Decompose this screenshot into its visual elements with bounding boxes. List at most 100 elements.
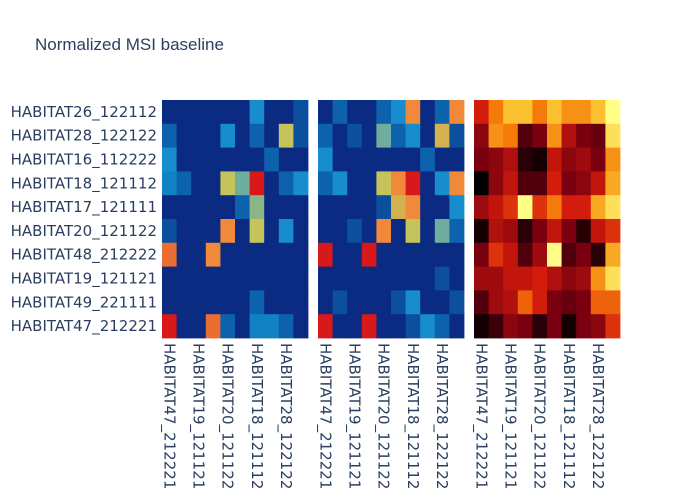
heatmap-cell[interactable] xyxy=(220,266,236,291)
heatmap-cell[interactable] xyxy=(561,242,577,267)
heatmap-cell[interactable] xyxy=(547,242,562,267)
heatmap-cell[interactable] xyxy=(318,219,333,244)
heatmap-cell[interactable] xyxy=(264,219,280,244)
heatmap-cell[interactable] xyxy=(264,147,280,172)
heatmap-cell[interactable] xyxy=(434,171,450,196)
heatmap-cell[interactable] xyxy=(561,290,577,315)
heatmap-cell[interactable] xyxy=(249,123,265,148)
heatmap-cell[interactable] xyxy=(517,290,533,315)
heatmap-cell[interactable] xyxy=(547,219,562,244)
heatmap-cell[interactable] xyxy=(590,100,606,125)
heatmap-cell[interactable] xyxy=(347,266,363,291)
heatmap-cell[interactable] xyxy=(474,147,489,172)
heatmap-cell[interactable] xyxy=(249,100,265,125)
heatmap-cell[interactable] xyxy=(391,266,406,291)
heatmap-cell[interactable] xyxy=(264,123,280,148)
heatmap-cell[interactable] xyxy=(332,123,348,148)
heatmap-cell[interactable] xyxy=(293,314,309,339)
heatmap-cell[interactable] xyxy=(278,195,294,220)
heatmap-cell[interactable] xyxy=(376,171,392,196)
heatmap-cell[interactable] xyxy=(318,290,333,315)
heatmap-cell[interactable] xyxy=(420,219,436,244)
heatmap-cell[interactable] xyxy=(474,314,489,339)
heatmap-cell[interactable] xyxy=(361,266,377,291)
heatmap-cell[interactable] xyxy=(176,314,192,339)
heatmap-cell[interactable] xyxy=(176,147,192,172)
heatmap-cell[interactable] xyxy=(517,123,533,148)
heatmap-cell[interactable] xyxy=(176,123,192,148)
heatmap-cell[interactable] xyxy=(605,147,621,172)
heatmap-cell[interactable] xyxy=(318,100,333,125)
heatmap-cell[interactable] xyxy=(434,123,450,148)
heatmap-cell[interactable] xyxy=(517,266,533,291)
heatmap-cell[interactable] xyxy=(391,290,406,315)
heatmap-cell[interactable] xyxy=(191,195,207,220)
heatmap-cell[interactable] xyxy=(361,290,377,315)
heatmap-cell[interactable] xyxy=(220,242,236,267)
heatmap-cell[interactable] xyxy=(420,171,436,196)
heatmap-cell[interactable] xyxy=(405,266,421,291)
heatmap-cell[interactable] xyxy=(376,123,392,148)
heatmap-cell[interactable] xyxy=(405,219,421,244)
heatmap-cell[interactable] xyxy=(532,171,548,196)
heatmap-cell[interactable] xyxy=(434,290,450,315)
heatmap-cell[interactable] xyxy=(605,123,621,148)
heatmap-cell[interactable] xyxy=(517,314,533,339)
heatmap-cell[interactable] xyxy=(293,242,309,267)
heatmap-cell[interactable] xyxy=(576,100,592,125)
heatmap-cell[interactable] xyxy=(488,242,504,267)
heatmap-cell[interactable] xyxy=(561,219,577,244)
heatmap-cell[interactable] xyxy=(264,195,280,220)
heatmap-cell[interactable] xyxy=(420,147,436,172)
heatmap-cell[interactable] xyxy=(503,290,519,315)
heatmap-cell[interactable] xyxy=(547,314,562,339)
heatmap-cell[interactable] xyxy=(293,171,309,196)
heatmap-cell[interactable] xyxy=(162,314,177,339)
heatmap-cell[interactable] xyxy=(488,290,504,315)
heatmap-cell[interactable] xyxy=(191,314,207,339)
heatmap-cell[interactable] xyxy=(561,123,577,148)
heatmap-cell[interactable] xyxy=(205,290,221,315)
heatmap-cell[interactable] xyxy=(405,242,421,267)
heatmap-cell[interactable] xyxy=(191,147,207,172)
heatmap-cell[interactable] xyxy=(561,266,577,291)
heatmap-cell[interactable] xyxy=(474,290,489,315)
heatmap-cell[interactable] xyxy=(220,100,236,125)
heatmap-cell[interactable] xyxy=(191,290,207,315)
heatmap-cell[interactable] xyxy=(347,195,363,220)
heatmap-cell[interactable] xyxy=(162,100,177,125)
heatmap-cell[interactable] xyxy=(605,195,621,220)
heatmap-cell[interactable] xyxy=(576,147,592,172)
heatmap-cell[interactable] xyxy=(420,195,436,220)
heatmap-cell[interactable] xyxy=(347,219,363,244)
heatmap-cell[interactable] xyxy=(434,195,450,220)
heatmap-cell[interactable] xyxy=(503,314,519,339)
heatmap-cell[interactable] xyxy=(278,266,294,291)
heatmap-cell[interactable] xyxy=(532,219,548,244)
heatmap-cell[interactable] xyxy=(576,266,592,291)
heatmap-cell[interactable] xyxy=(391,100,406,125)
heatmap-cell[interactable] xyxy=(191,100,207,125)
heatmap-cell[interactable] xyxy=(235,314,250,339)
heatmap-cell[interactable] xyxy=(278,147,294,172)
heatmap-cell[interactable] xyxy=(420,266,436,291)
heatmap-cell[interactable] xyxy=(318,314,333,339)
heatmap-cell[interactable] xyxy=(434,242,450,267)
heatmap-cell[interactable] xyxy=(220,195,236,220)
heatmap-cell[interactable] xyxy=(517,171,533,196)
heatmap-cell[interactable] xyxy=(347,100,363,125)
heatmap-cell[interactable] xyxy=(503,171,519,196)
heatmap-cell[interactable] xyxy=(503,123,519,148)
heatmap-cell[interactable] xyxy=(576,195,592,220)
heatmap-cell[interactable] xyxy=(205,123,221,148)
heatmap-cell[interactable] xyxy=(278,123,294,148)
heatmap-cell[interactable] xyxy=(220,123,236,148)
heatmap-cell[interactable] xyxy=(191,171,207,196)
heatmap-cell[interactable] xyxy=(376,242,392,267)
heatmap-cell[interactable] xyxy=(561,314,577,339)
heatmap-cell[interactable] xyxy=(176,290,192,315)
heatmap-cell[interactable] xyxy=(162,147,177,172)
heatmap-cell[interactable] xyxy=(162,171,177,196)
heatmap-cell[interactable] xyxy=(278,290,294,315)
heatmap-cell[interactable] xyxy=(532,242,548,267)
